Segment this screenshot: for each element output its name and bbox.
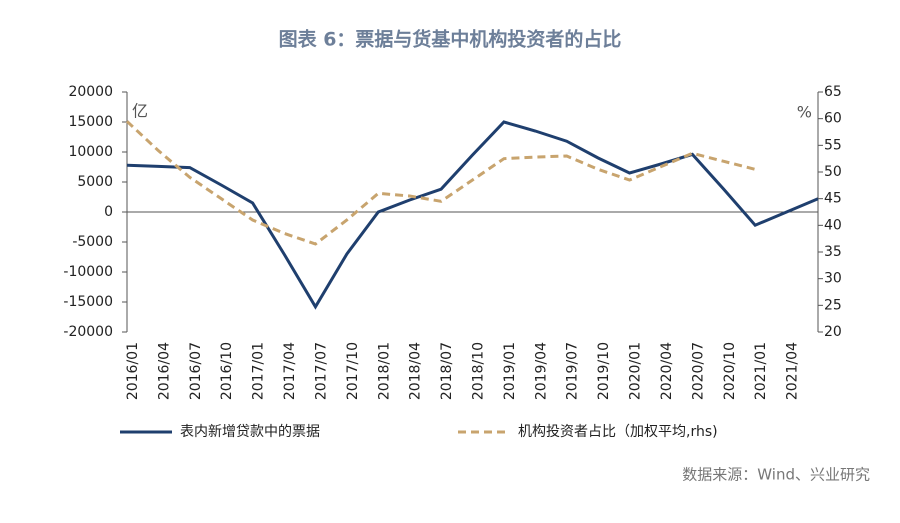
- y-tick-label: 15000: [68, 114, 113, 130]
- y-tick-label: 10000: [68, 144, 113, 160]
- y-tick-label: 5000: [77, 174, 113, 190]
- x-tick-label: 2016/07: [188, 342, 204, 400]
- series-line: [125, 120, 756, 246]
- x-tick-label: 2017/07: [313, 342, 329, 400]
- x-tick-label: 2019/04: [533, 342, 549, 400]
- legend-label: 表内新增贷款中的票据: [180, 424, 320, 440]
- x-tick-label: 2020/01: [628, 342, 644, 400]
- y-tick-label: -10000: [63, 264, 113, 280]
- x-tick-label: 2018/07: [439, 342, 455, 400]
- x-tick-label: 2021/01: [753, 342, 769, 400]
- chart-title: 图表 6：票据与货基中机构投资者的占比: [279, 28, 622, 51]
- y2-tick-label: 25: [824, 297, 842, 313]
- y2-tick-label: 65: [824, 84, 842, 100]
- y2-tick-label: 60: [824, 111, 842, 127]
- y2-tick-label: 55: [824, 137, 842, 153]
- y-unit: 亿: [132, 102, 148, 121]
- y2-tick-label: 20: [824, 324, 842, 340]
- x-tick-label: 2021/04: [785, 342, 801, 400]
- y-tick-label: -15000: [63, 294, 113, 310]
- x-tick-label: 2016/10: [219, 342, 235, 400]
- y-tick-label: 0: [104, 204, 113, 220]
- x-tick-label: 2018/01: [376, 342, 392, 400]
- series-line: [126, 120, 819, 310]
- x-tick-label: 2018/10: [471, 342, 487, 400]
- source: 数据来源：Wind、兴业研究: [682, 466, 870, 484]
- legend-label: 机构投资者占比（加权平均,rhs): [518, 424, 718, 440]
- x-tick-label: 2017/10: [345, 342, 361, 400]
- x-tick-label: 2019/07: [565, 342, 581, 400]
- x-tick-label: 2020/04: [659, 342, 675, 400]
- y2-tick-label: 40: [824, 217, 842, 233]
- x-tick-label: 2016/01: [125, 342, 141, 400]
- y-tick-label: -5000: [72, 234, 113, 250]
- x-tick-label: 2020/07: [690, 342, 706, 400]
- x-tick-label: 2020/10: [722, 342, 738, 400]
- y2-tick-label: 50: [824, 164, 842, 180]
- x-tick-label: 2019/01: [502, 342, 518, 400]
- y2-tick-label: 35: [824, 244, 842, 260]
- y2-unit: %: [797, 103, 812, 122]
- x-tick-label: 2016/04: [156, 342, 172, 400]
- y-tick-label: -20000: [63, 324, 113, 340]
- x-tick-label: 2017/04: [282, 342, 298, 400]
- x-tick-label: 2019/10: [596, 342, 612, 400]
- y2-tick-label: 45: [824, 191, 842, 207]
- x-tick-label: 2017/01: [251, 342, 267, 400]
- y2-tick-label: 30: [824, 271, 842, 287]
- y-tick-label: 20000: [68, 84, 113, 100]
- x-tick-label: 2018/04: [408, 342, 424, 400]
